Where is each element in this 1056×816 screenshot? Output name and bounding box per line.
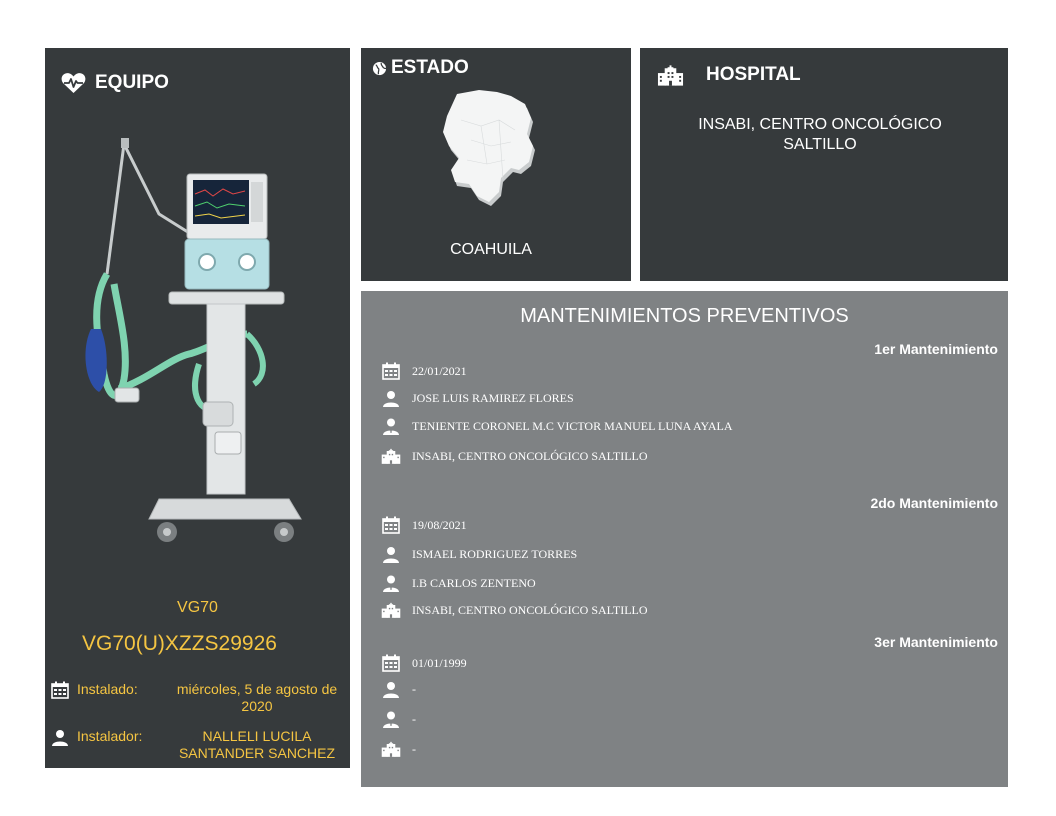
calendar-icon (381, 515, 401, 535)
estado-panel: ESTADO COAHUILA (361, 48, 631, 281)
hospital-title: HOSPITAL (706, 64, 801, 85)
maintenance-1-title: 1er Mantenimiento (874, 341, 998, 357)
maintenance-1-date: 22/01/2021 (412, 363, 467, 378)
equipment-serial: VG70(U)XZZS29926 (82, 632, 277, 655)
maintenance-1-technician-row: JOSE LUIS RAMIREZ FLORES (381, 388, 574, 408)
estado-header: ESTADO (372, 57, 469, 79)
equipo-header: EQUIPO (61, 72, 169, 94)
state-map (443, 90, 535, 206)
hospital-icon (381, 446, 401, 466)
equipo-title: EQUIPO (95, 72, 169, 93)
globe-icon (372, 61, 387, 76)
maintenance-1-hospital: INSABI, CENTRO ONCOLÓGICO SALTILLO (412, 448, 648, 463)
maintenance-3-technician-row: - (381, 679, 416, 699)
maintenance-2-supervisor-row: I.B CARLOS ZENTENO (381, 573, 536, 593)
estado-title: ESTADO (391, 57, 469, 78)
maintenance-1-supervisor-row: TENIENTE CORONEL M.C VICTOR MANUEL LUNA … (381, 416, 733, 436)
installed-value: miércoles, 5 de agosto de 2020 (176, 681, 338, 714)
hospital-panel: HOSPITAL INSABI, CENTRO ONCOLÓGICO SALTI… (640, 48, 1008, 281)
user-tie-icon (381, 416, 401, 436)
user-icon (381, 679, 401, 699)
maintenance-2-title: 2do Mantenimiento (870, 495, 998, 511)
maintenance-3-supervisor-row: - (381, 709, 416, 729)
calendar-icon (51, 681, 69, 702)
heart-pulse-icon (61, 72, 86, 94)
maintenance-2-hospital: INSABI, CENTRO ONCOLÓGICO SALTILLO (412, 602, 648, 617)
maintenance-3-title: 3er Mantenimiento (874, 634, 998, 650)
maintenance-3-hospital-row: - (381, 739, 416, 759)
maintenance-2-technician-row: ISMAEL RODRIGUEZ TORRES (381, 544, 577, 564)
maintenance-3-hospital: - (412, 741, 416, 756)
hospital-icon (657, 64, 684, 86)
maintenance-3-supervisor: - (412, 711, 416, 726)
user-icon (381, 388, 401, 408)
ventilator-image (85, 138, 302, 542)
hospital-icon (381, 600, 401, 620)
hospital-name: INSABI, CENTRO ONCOLÓGICO SALTILLO (698, 116, 942, 153)
state-name: COAHUILA (450, 241, 532, 258)
maintenance-2-date-row: 19/08/2021 (381, 515, 467, 535)
equipment-model: VG70 (177, 599, 218, 616)
maintenance-title: MANTENIMIENTOS PREVENTIVOS (520, 305, 849, 327)
calendar-icon (381, 653, 401, 673)
maintenance-1-date-row: 22/01/2021 (381, 361, 467, 381)
maintenance-3-technician: - (412, 681, 416, 696)
hospital-icon (381, 739, 401, 759)
maintenance-2-technician: ISMAEL RODRIGUEZ TORRES (412, 546, 578, 561)
maintenance-1-technician: JOSE LUIS RAMIREZ FLORES (412, 390, 574, 405)
installer-value: NALLELI LUCILA SANTANDER SANCHEZ (178, 728, 336, 761)
hospital-header: HOSPITAL (657, 64, 801, 86)
maintenance-2-hospital-row: INSABI, CENTRO ONCOLÓGICO SALTILLO (381, 600, 648, 620)
maintenance-2-supervisor: I.B CARLOS ZENTENO (412, 575, 536, 590)
user-tie-icon (381, 709, 401, 729)
installed-label: Instalado: (77, 681, 138, 697)
user-icon (51, 728, 69, 749)
equipo-panel: EQUIPO VG70 (45, 48, 350, 768)
user-tie-icon (381, 573, 401, 593)
maintenance-3-date: 01/01/1999 (412, 655, 467, 670)
installer-label: Instalador: (77, 728, 143, 744)
maintenance-1-hospital-row: INSABI, CENTRO ONCOLÓGICO SALTILLO (381, 446, 648, 466)
maintenance-1-supervisor: TENIENTE CORONEL M.C VICTOR MANUEL LUNA … (412, 418, 733, 433)
user-icon (381, 544, 401, 564)
maintenance-3-date-row: 01/01/1999 (381, 653, 467, 673)
maintenance-panel: MANTENIMIENTOS PREVENTIVOS 1er Mantenimi… (361, 291, 1008, 787)
calendar-icon (381, 361, 401, 381)
maintenance-2-date: 19/08/2021 (412, 517, 467, 532)
